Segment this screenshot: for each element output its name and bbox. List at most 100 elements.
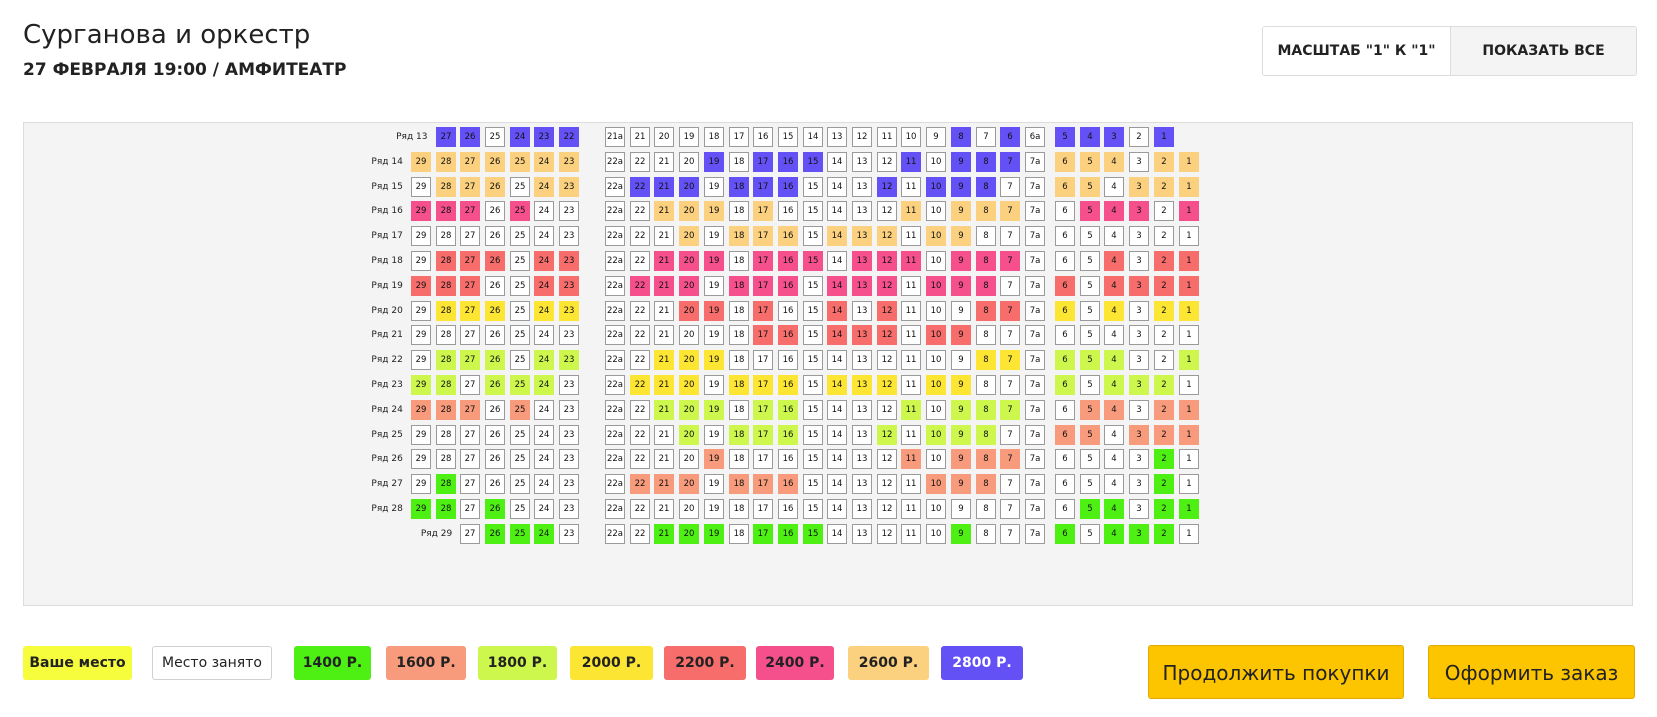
seat-center[interactable]: 11 [877,127,897,147]
seat-center[interactable]: 7а [1025,177,1045,197]
seat-left[interactable]: 23 [559,524,579,544]
seat-left[interactable]: 29 [411,474,431,494]
seat-left[interactable]: 28 [436,201,456,221]
seat-right[interactable]: 5 [1080,425,1100,445]
seat-center[interactable]: 22а [605,201,625,221]
seat-center[interactable]: 8 [976,524,996,544]
seat-center[interactable]: 9 [951,301,971,321]
seat-right[interactable]: 4 [1104,201,1124,221]
seat-left[interactable]: 28 [436,449,456,469]
seat-right[interactable]: 2 [1154,524,1174,544]
seat-left[interactable]: 25 [510,177,530,197]
seat-right[interactable]: 4 [1104,276,1124,296]
seat-center[interactable]: 22 [630,499,650,519]
seat-center[interactable]: 17 [753,152,773,172]
seat-center[interactable]: 9 [951,524,971,544]
seat-center[interactable]: 20 [679,474,699,494]
seat-left[interactable]: 29 [411,449,431,469]
seat-center[interactable]: 16 [778,375,798,395]
seat-left[interactable]: 26 [485,201,505,221]
seat-center[interactable]: 21 [654,276,674,296]
seat-left[interactable]: 23 [559,301,579,321]
seat-right[interactable]: 5 [1080,226,1100,246]
seat-left[interactable]: 29 [411,400,431,420]
seat-right[interactable]: 6 [1055,524,1075,544]
seat-right[interactable]: 5 [1055,127,1075,147]
seat-center[interactable]: 18 [729,276,749,296]
seat-left[interactable]: 24 [534,350,554,370]
seat-left[interactable]: 24 [534,201,554,221]
seat-center[interactable]: 20 [679,325,699,345]
seat-center[interactable]: 18 [729,474,749,494]
seat-left[interactable]: 25 [510,375,530,395]
seat-right[interactable]: 4 [1104,226,1124,246]
seat-center[interactable]: 11 [901,375,921,395]
seat-center[interactable]: 14 [827,499,847,519]
seat-right[interactable]: 1 [1179,524,1199,544]
seat-left[interactable]: 26 [485,301,505,321]
seat-center[interactable]: 22а [605,276,625,296]
seat-right[interactable]: 2 [1154,226,1174,246]
seat-center[interactable]: 13 [852,276,872,296]
seat-right[interactable]: 3 [1129,276,1149,296]
seat-right[interactable]: 6 [1055,375,1075,395]
seat-right[interactable]: 3 [1129,251,1149,271]
seat-right[interactable]: 1 [1179,201,1199,221]
seat-center[interactable]: 9 [951,152,971,172]
seat-center[interactable]: 21 [654,449,674,469]
seat-right[interactable]: 4 [1104,301,1124,321]
seat-center[interactable]: 22 [630,301,650,321]
seat-center[interactable]: 21 [654,301,674,321]
seat-right[interactable]: 2 [1154,499,1174,519]
seat-left[interactable]: 24 [534,499,554,519]
seat-center[interactable]: 16 [778,301,798,321]
seat-right[interactable]: 1 [1179,251,1199,271]
seat-left[interactable]: 24 [534,400,554,420]
seat-center[interactable]: 13 [852,226,872,246]
seat-center[interactable]: 20 [679,152,699,172]
seat-center[interactable]: 9 [951,474,971,494]
seat-center[interactable]: 10 [926,201,946,221]
seat-left[interactable]: 23 [559,449,579,469]
seat-right[interactable]: 4 [1104,177,1124,197]
seat-center[interactable]: 12 [877,375,897,395]
seat-left[interactable]: 26 [485,226,505,246]
seat-center[interactable]: 21 [654,226,674,246]
seat-right[interactable]: 5 [1080,301,1100,321]
seat-center[interactable]: 12 [877,152,897,172]
seat-center[interactable]: 10 [926,301,946,321]
seat-center[interactable]: 7а [1025,226,1045,246]
seat-center[interactable]: 22а [605,400,625,420]
seat-right[interactable]: 4 [1104,251,1124,271]
seat-left[interactable]: 29 [411,152,431,172]
seat-right[interactable]: 4 [1104,325,1124,345]
seat-center[interactable]: 18 [729,375,749,395]
seat-left[interactable]: 28 [436,276,456,296]
seat-center[interactable]: 19 [704,226,724,246]
seat-center[interactable]: 7 [1000,350,1020,370]
seat-center[interactable]: 7а [1025,251,1045,271]
seat-right[interactable]: 6 [1055,449,1075,469]
seat-center[interactable]: 10 [926,325,946,345]
seat-center[interactable]: 16 [753,127,773,147]
seat-right[interactable]: 3 [1129,152,1149,172]
seat-right[interactable]: 6 [1055,301,1075,321]
seat-center[interactable]: 16 [778,400,798,420]
seat-center[interactable]: 7 [1000,474,1020,494]
seat-left[interactable]: 25 [485,127,505,147]
seat-center[interactable]: 21 [654,152,674,172]
seat-center[interactable]: 20 [679,350,699,370]
seat-center[interactable]: 12 [877,276,897,296]
seat-center[interactable]: 13 [852,301,872,321]
seat-center[interactable]: 18 [729,152,749,172]
seat-center[interactable]: 13 [852,474,872,494]
checkout-button[interactable]: Оформить заказ [1428,645,1635,699]
seat-left[interactable]: 25 [510,325,530,345]
seat-center[interactable]: 19 [704,177,724,197]
seat-right[interactable]: 3 [1104,127,1124,147]
seat-left[interactable]: 27 [460,251,480,271]
seat-right[interactable]: 3 [1129,400,1149,420]
seat-center[interactable]: 17 [753,325,773,345]
seat-left[interactable]: 23 [559,375,579,395]
seat-center[interactable]: 17 [753,375,773,395]
